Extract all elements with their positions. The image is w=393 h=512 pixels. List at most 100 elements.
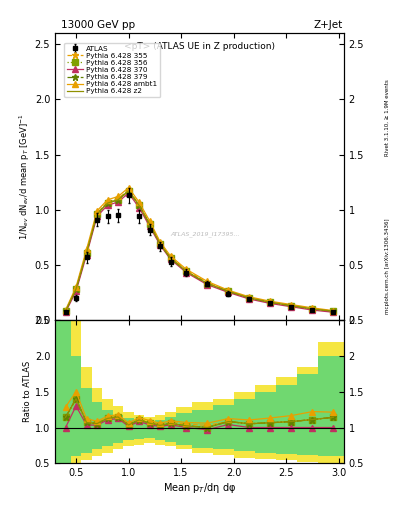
Pythia 6.428 370 <box>247 296 252 302</box>
Pythia 6.428 370 <box>158 242 162 248</box>
Pythia 6.428 356 <box>268 300 273 306</box>
Pythia 6.428 356 <box>247 295 252 301</box>
Pythia 6.428 ambt1 <box>84 246 89 252</box>
Pythia 6.428 z2 <box>205 281 210 287</box>
Pythia 6.428 ambt1 <box>158 239 162 245</box>
Pythia 6.428 370 <box>95 214 99 220</box>
Pythia 6.428 ambt1 <box>168 253 173 259</box>
Pythia 6.428 355 <box>84 248 89 254</box>
Pythia 6.428 379 <box>310 306 315 312</box>
Pythia 6.428 370 <box>205 282 210 288</box>
Pythia 6.428 370 <box>126 190 131 196</box>
Pythia 6.428 370 <box>137 204 141 210</box>
Pythia 6.428 370 <box>84 252 89 258</box>
Pythia 6.428 z2 <box>268 300 273 306</box>
Pythia 6.428 379 <box>247 295 252 301</box>
Text: ATLAS_2019_I17395...: ATLAS_2019_I17395... <box>171 231 240 237</box>
Pythia 6.428 ambt1 <box>184 266 189 272</box>
Pythia 6.428 ambt1 <box>268 298 273 304</box>
Pythia 6.428 ambt1 <box>63 307 68 313</box>
Pythia 6.428 379 <box>95 211 99 217</box>
Pythia 6.428 379 <box>184 268 189 274</box>
Pythia 6.428 ambt1 <box>205 279 210 285</box>
Pythia 6.428 355 <box>95 210 99 216</box>
X-axis label: Mean p$_{T}$/dη dφ: Mean p$_{T}$/dη dφ <box>163 481 236 495</box>
Pythia 6.428 ambt1 <box>289 302 294 308</box>
Pythia 6.428 355 <box>158 240 162 246</box>
Pythia 6.428 355 <box>73 286 78 292</box>
Pythia 6.428 z2 <box>184 268 189 274</box>
Pythia 6.428 z2 <box>226 288 231 294</box>
Pythia 6.428 355 <box>310 306 315 312</box>
Pythia 6.428 370 <box>184 269 189 275</box>
Pythia 6.428 355 <box>168 254 173 260</box>
Line: Pythia 6.428 370: Pythia 6.428 370 <box>63 190 336 315</box>
Pythia 6.428 z2 <box>116 197 120 203</box>
Pythia 6.428 370 <box>268 301 273 307</box>
Y-axis label: 1/N$_{ev}$ dN$_{ev}$/d mean p$_{T}$ [GeV]$^{-1}$: 1/N$_{ev}$ dN$_{ev}$/d mean p$_{T}$ [GeV… <box>17 113 32 240</box>
Pythia 6.428 356 <box>205 281 210 287</box>
Pythia 6.428 355 <box>184 267 189 273</box>
Pythia 6.428 379 <box>331 308 336 314</box>
Pythia 6.428 z2 <box>310 306 315 312</box>
Pythia 6.428 355 <box>105 199 110 205</box>
Pythia 6.428 379 <box>158 241 162 247</box>
Pythia 6.428 355 <box>268 300 273 306</box>
Pythia 6.428 355 <box>331 308 336 314</box>
Line: Pythia 6.428 356: Pythia 6.428 356 <box>63 188 336 314</box>
Pythia 6.428 z2 <box>158 241 162 247</box>
Pythia 6.428 z2 <box>147 221 152 227</box>
Pythia 6.428 ambt1 <box>95 208 99 214</box>
Pythia 6.428 379 <box>168 255 173 261</box>
Pythia 6.428 356 <box>116 197 120 203</box>
Text: Z+Jet: Z+Jet <box>314 20 343 31</box>
Pythia 6.428 z2 <box>126 188 131 194</box>
Text: Rivet 3.1.10, ≥ 1.9M events: Rivet 3.1.10, ≥ 1.9M events <box>385 79 389 156</box>
Pythia 6.428 ambt1 <box>137 199 141 205</box>
Pythia 6.428 ambt1 <box>116 194 120 200</box>
Pythia 6.428 379 <box>268 300 273 306</box>
Pythia 6.428 356 <box>84 250 89 256</box>
Pythia 6.428 370 <box>226 289 231 295</box>
Pythia 6.428 z2 <box>84 250 89 256</box>
Pythia 6.428 z2 <box>331 308 336 314</box>
Y-axis label: Ratio to ATLAS: Ratio to ATLAS <box>23 361 32 422</box>
Pythia 6.428 z2 <box>95 211 99 217</box>
Legend: ATLAS, Pythia 6.428 355, Pythia 6.428 356, Pythia 6.428 370, Pythia 6.428 379, P: ATLAS, Pythia 6.428 355, Pythia 6.428 35… <box>64 42 160 97</box>
Line: Pythia 6.428 379: Pythia 6.428 379 <box>62 187 337 315</box>
Pythia 6.428 z2 <box>73 286 78 292</box>
Pythia 6.428 379 <box>73 286 78 292</box>
Pythia 6.428 355 <box>289 303 294 309</box>
Pythia 6.428 370 <box>310 307 315 313</box>
Pythia 6.428 355 <box>137 201 141 207</box>
Pythia 6.428 356 <box>95 211 99 217</box>
Pythia 6.428 379 <box>126 188 131 194</box>
Pythia 6.428 356 <box>168 255 173 261</box>
Pythia 6.428 356 <box>73 286 78 292</box>
Pythia 6.428 379 <box>147 221 152 227</box>
Pythia 6.428 ambt1 <box>105 197 110 203</box>
Pythia 6.428 ambt1 <box>73 284 78 290</box>
Pythia 6.428 379 <box>226 288 231 294</box>
Pythia 6.428 379 <box>84 250 89 256</box>
Pythia 6.428 356 <box>310 306 315 312</box>
Pythia 6.428 356 <box>137 202 141 208</box>
Pythia 6.428 ambt1 <box>310 305 315 311</box>
Line: Pythia 6.428 ambt1: Pythia 6.428 ambt1 <box>63 185 336 313</box>
Pythia 6.428 z2 <box>168 255 173 261</box>
Text: 13000 GeV pp: 13000 GeV pp <box>61 20 135 31</box>
Pythia 6.428 355 <box>147 220 152 226</box>
Pythia 6.428 355 <box>116 196 120 202</box>
Pythia 6.428 356 <box>184 268 189 274</box>
Pythia 6.428 379 <box>105 200 110 206</box>
Pythia 6.428 370 <box>331 309 336 315</box>
Pythia 6.428 ambt1 <box>147 218 152 224</box>
Pythia 6.428 379 <box>137 202 141 208</box>
Text: <pT> (ATLAS UE in Z production): <pT> (ATLAS UE in Z production) <box>124 42 275 51</box>
Pythia 6.428 356 <box>63 308 68 314</box>
Pythia 6.428 379 <box>116 197 120 203</box>
Pythia 6.428 379 <box>289 303 294 309</box>
Text: mcplots.cern.ch [arXiv:1306.3436]: mcplots.cern.ch [arXiv:1306.3436] <box>385 219 389 314</box>
Pythia 6.428 z2 <box>137 202 141 208</box>
Pythia 6.428 355 <box>247 295 252 301</box>
